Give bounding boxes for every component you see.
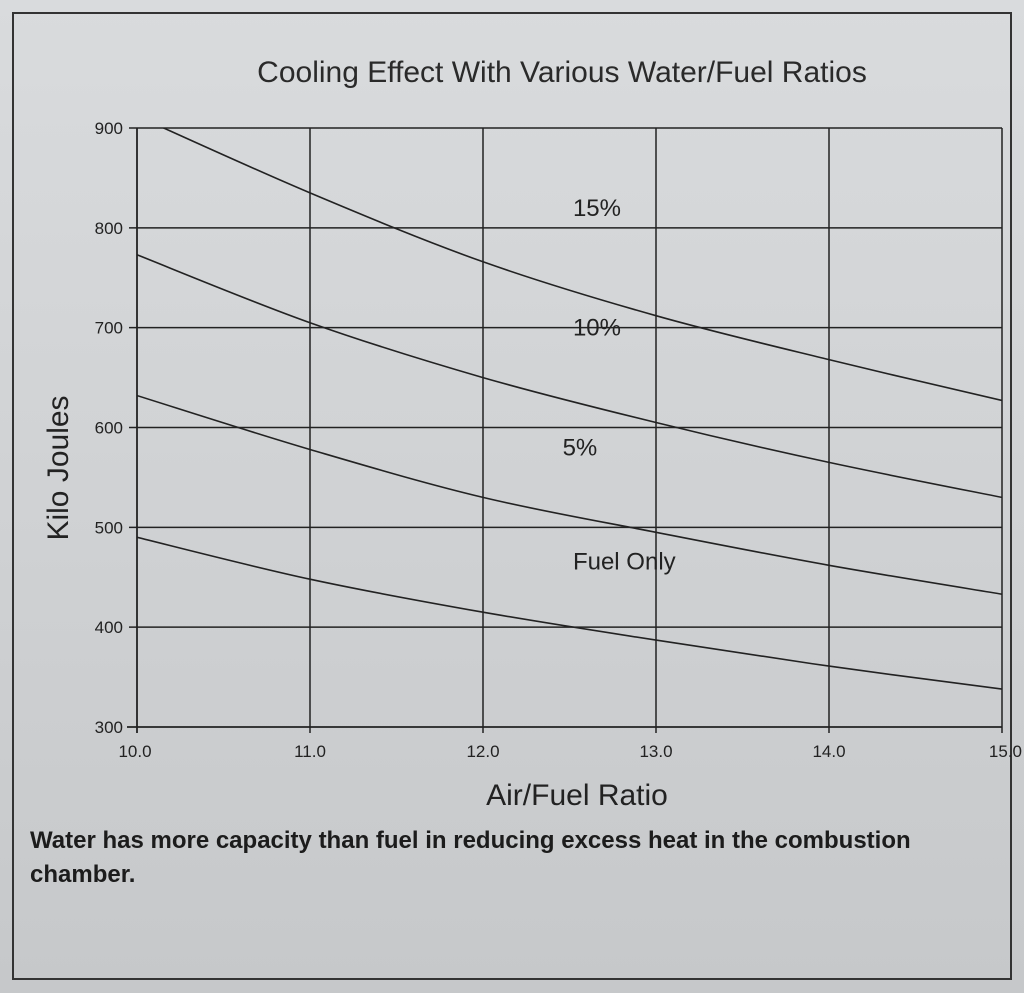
series-label-10: 10% bbox=[573, 315, 621, 342]
series-label-fuel-only: Fuel Only bbox=[573, 548, 676, 575]
x-tick-label: 12.0 bbox=[466, 742, 499, 761]
x-tick-label: 13.0 bbox=[639, 742, 672, 761]
figure-caption: Water has more capacity than fuel in red… bbox=[30, 827, 911, 888]
chart-title: Cooling Effect With Various Water/Fuel R… bbox=[257, 56, 867, 89]
series-line-15 bbox=[161, 128, 1002, 402]
series-label-layer: 15% 10% 5% Fuel Only bbox=[563, 195, 676, 575]
y-tick-label: 600 bbox=[95, 419, 123, 438]
y-tick-label: 800 bbox=[95, 219, 123, 238]
x-tick-label: 15.0 bbox=[989, 742, 1022, 761]
series-label-15: 15% bbox=[573, 195, 621, 222]
x-axis-title: Air/Fuel Ratio bbox=[486, 779, 668, 812]
figure-frame bbox=[12, 12, 1012, 980]
y-axis-title: Kilo Joules bbox=[42, 395, 75, 540]
series-line-fuel-only bbox=[137, 536, 1002, 690]
tick-layer: 300 400 500 600 700 800 900 10.0 11.0 12.0 13.0 14.… bbox=[95, 119, 1022, 761]
series-line-10 bbox=[137, 254, 1002, 499]
series-line-5 bbox=[137, 394, 1002, 595]
x-tick-label: 14.0 bbox=[812, 742, 845, 761]
y-tick-label: 400 bbox=[95, 618, 123, 637]
series-label-5: 5% bbox=[563, 434, 598, 461]
grid-layer bbox=[127, 127, 1003, 733]
y-tick-label: 500 bbox=[95, 518, 123, 537]
y-tick-label: 700 bbox=[95, 319, 123, 338]
y-tick-label: 300 bbox=[95, 718, 123, 737]
y-tick-label: 900 bbox=[95, 119, 123, 138]
x-tick-label: 10.0 bbox=[118, 742, 151, 761]
x-tick-label: 11.0 bbox=[294, 742, 326, 761]
series-layer bbox=[137, 128, 1002, 690]
